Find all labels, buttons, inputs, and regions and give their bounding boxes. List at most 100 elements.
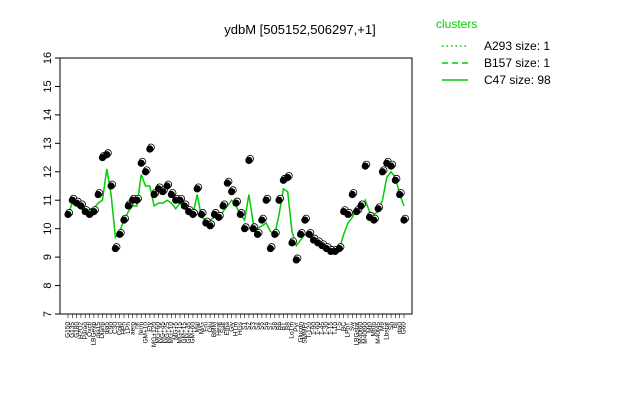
data-point	[193, 185, 201, 193]
data-point	[378, 168, 387, 176]
legend-entry: C47 size: 98	[484, 73, 551, 87]
data-point	[370, 216, 378, 224]
data-point	[297, 230, 305, 238]
y-tick-label: 9	[42, 254, 54, 260]
data-point	[232, 199, 240, 207]
x-tick-label: Pyr	[293, 321, 300, 332]
chart-title: ydbM [505152,506297,+1]	[224, 22, 375, 37]
x-tick-label: MG+45	[159, 322, 166, 344]
x-tick-label: MG+15	[177, 322, 184, 344]
data-point	[167, 190, 175, 199]
data-point	[94, 190, 102, 199]
x-tick-label: Paraq	[82, 322, 89, 340]
x-tick-label: C30	[112, 322, 119, 334]
y-tick-label: 13	[42, 137, 54, 149]
x-tick-label: M40t60	[358, 322, 365, 344]
data-point	[124, 202, 132, 210]
data-point	[137, 159, 145, 167]
data-point	[348, 190, 356, 199]
x-tick-label: Mal	[194, 321, 201, 332]
data-point	[391, 176, 399, 184]
x-tick-label: G180	[73, 322, 80, 338]
x-tick-label: GM+60	[190, 322, 197, 344]
series-points	[64, 143, 410, 264]
x-tick-label: B8	[284, 322, 291, 330]
data-point	[335, 244, 343, 253]
data-point	[396, 190, 404, 199]
x-tick-label: BT	[280, 322, 287, 330]
data-point	[189, 210, 197, 219]
x-tick-label: G135	[69, 322, 76, 338]
y-tick-label: 10	[42, 223, 54, 235]
x-tick-label: MG+5	[172, 322, 179, 340]
x-tick-label: T-10	[332, 322, 339, 335]
x-tick-label: BC	[340, 322, 347, 331]
y-tick-label: 16	[42, 52, 54, 64]
x-tick-label: G60	[401, 322, 408, 335]
x-tick-label: T-5	[336, 322, 343, 332]
data-point	[206, 222, 214, 230]
x-tick-label: G150	[65, 322, 72, 338]
x-tick-label: dia0	[396, 322, 403, 335]
x-tick-label: S6	[263, 322, 270, 330]
data-point	[253, 230, 262, 238]
x-tick-label: C90	[108, 322, 115, 334]
x-tick-label: LoTm	[289, 322, 296, 339]
x-tick-label: M9	[379, 322, 386, 331]
x-tick-label: Glu	[207, 322, 214, 333]
data-point	[262, 196, 270, 204]
y-axis: 7 8 9 10 11 12 13 14 15 16	[42, 52, 60, 317]
data-point	[284, 173, 292, 182]
y-tick-label: 15	[42, 80, 54, 92]
x-tick-label: S1	[241, 322, 248, 330]
legend-entry: A293 size: 1	[484, 39, 550, 53]
data-point	[197, 210, 206, 219]
x-tick-label: Cold	[116, 322, 123, 336]
x-tick-label: H2O2	[78, 322, 85, 339]
x-tick-label: BMM	[211, 322, 218, 337]
x-tick-label: M40t45	[375, 322, 382, 344]
x-tick-label: Sh	[388, 322, 395, 330]
data-point	[387, 162, 395, 170]
x-tick-label: T-15	[327, 322, 334, 335]
x-tick-label: HGs	[237, 321, 244, 335]
data-point	[107, 182, 115, 190]
data-point	[271, 230, 279, 238]
x-tick-label: Gly	[228, 321, 235, 332]
x-tick-label: aero	[129, 322, 136, 335]
x-tick-label: S2	[246, 322, 253, 330]
data-point	[353, 208, 361, 216]
x-tick-label: Oxctl	[86, 321, 93, 336]
data-point	[150, 190, 158, 199]
x-tick-label: MG+60	[155, 322, 162, 344]
data-point	[223, 179, 231, 187]
data-point	[90, 208, 98, 216]
data-point	[64, 210, 72, 219]
x-tick-label: Mt0n	[371, 322, 378, 337]
x-tick-label: LBGexp	[91, 322, 98, 346]
data-point	[292, 256, 300, 264]
x-tick-label: BI	[392, 322, 399, 328]
y-tick-label: 8	[42, 282, 54, 288]
x-tick-label: T-30	[323, 322, 330, 335]
y-tick-label: 12	[42, 166, 54, 178]
x-tick-label: Etha	[224, 322, 231, 336]
x-tick-label: M/G	[198, 322, 205, 334]
x-tick-label: dia15	[95, 322, 102, 338]
x-tick-label: MG+10	[168, 322, 175, 344]
x-axis: G150G135G180H2O2ParaqOxctlLBGexpdia15Dia…	[65, 314, 408, 347]
x-tick-label: MG+120	[151, 322, 158, 347]
data-point	[258, 216, 266, 224]
x-tick-label: S3	[250, 322, 257, 330]
data-point	[361, 162, 369, 170]
legend-entry: B157 size: 1	[484, 56, 550, 70]
data-point	[120, 216, 128, 224]
x-tick-label: HTm	[233, 322, 240, 336]
data-point	[116, 230, 124, 238]
data-point	[103, 151, 111, 159]
data-point	[305, 230, 313, 238]
x-tick-label: S5	[259, 322, 266, 330]
x-tick-label: T-90	[310, 322, 317, 335]
x-tick-label: HPh	[121, 322, 128, 335]
x-tick-label: Salt	[220, 322, 227, 333]
